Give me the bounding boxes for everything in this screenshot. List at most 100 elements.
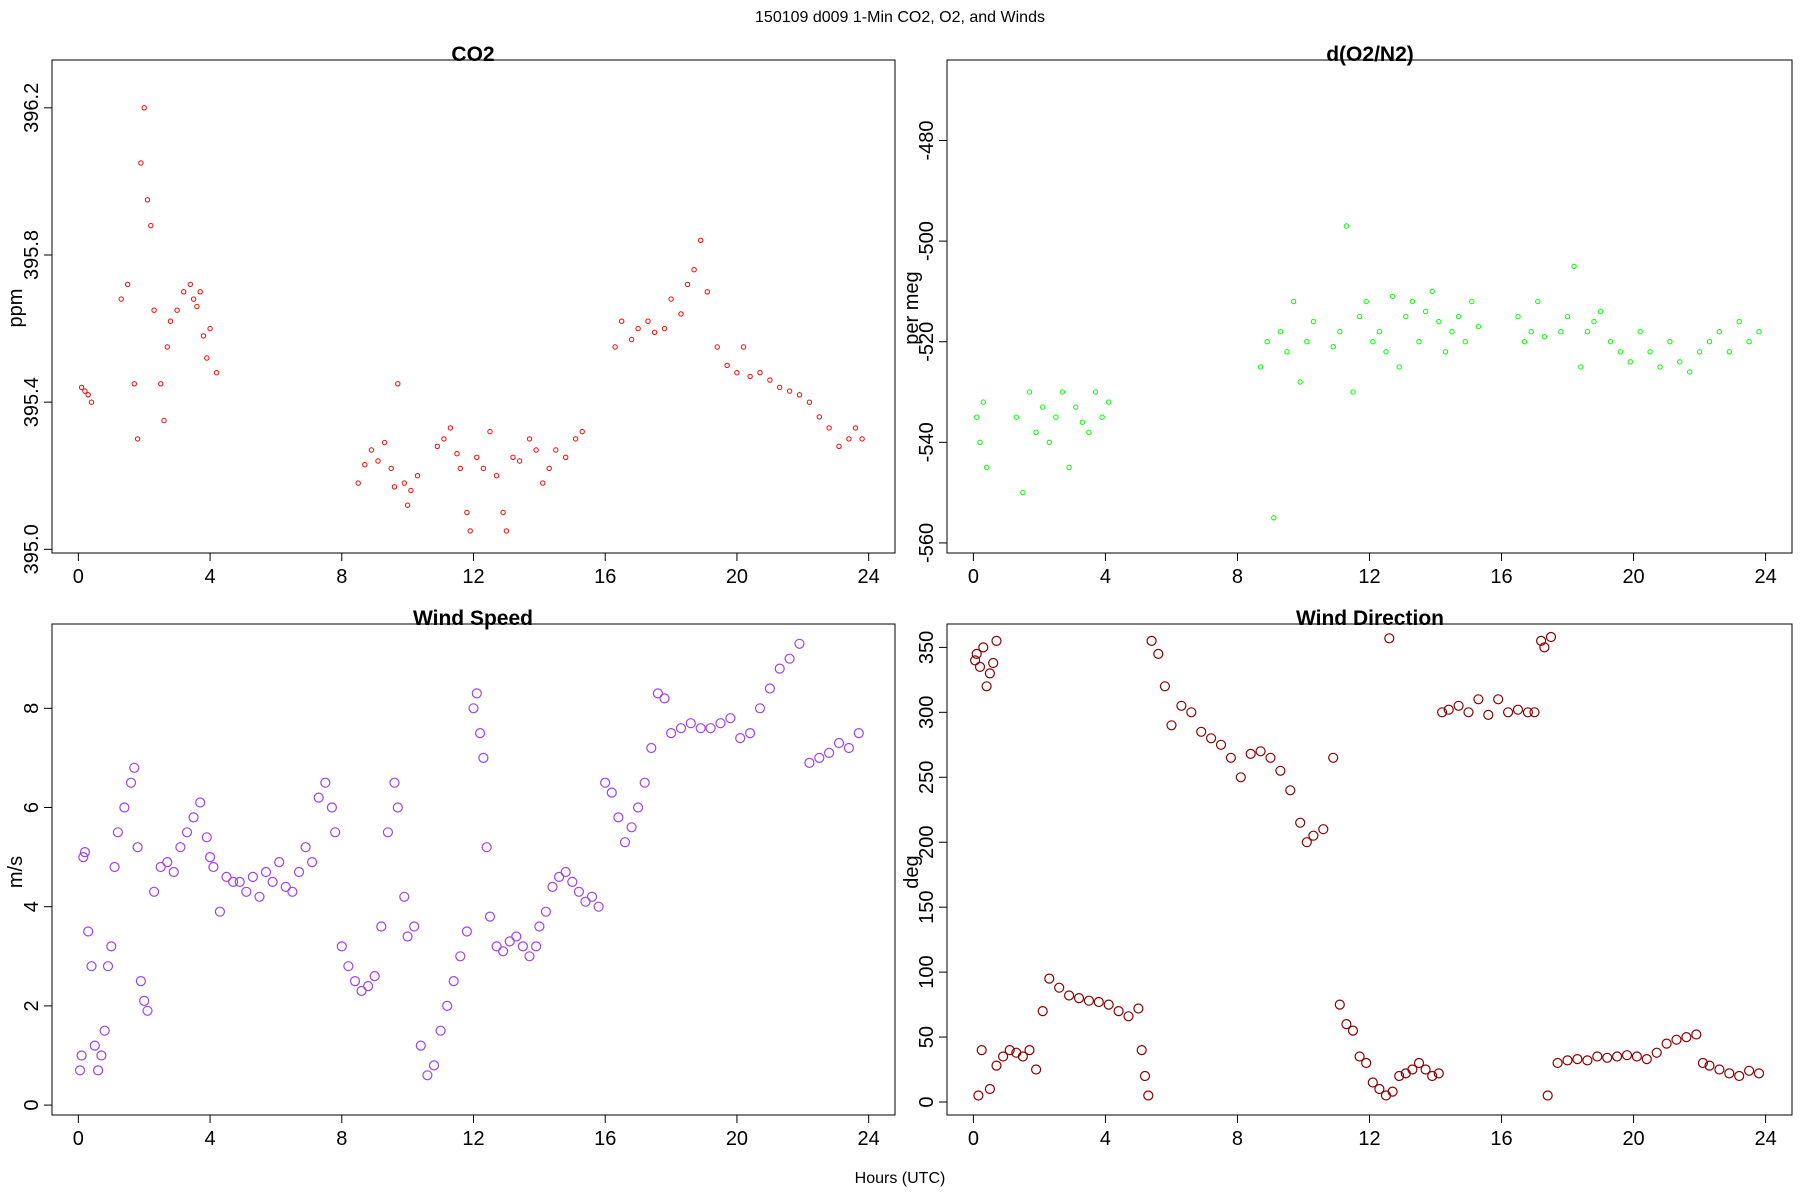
data-point-wind-speed — [162, 856, 173, 868]
y-tick-label-co2: 395.4 — [21, 377, 43, 427]
data-point-co2 — [546, 465, 552, 472]
data-point-o2n2 — [1449, 329, 1455, 335]
data-point-wind-direction — [1552, 1057, 1563, 1069]
x-tick-label-wind-speed: 0 — [73, 1128, 84, 1150]
data-point-wind-speed — [774, 663, 785, 674]
data-point-o2n2 — [1350, 389, 1356, 395]
data-point-wind-direction — [1361, 1057, 1372, 1069]
data-point-o2n2 — [1455, 313, 1462, 320]
data-point-wind-speed — [149, 886, 160, 897]
data-point-wind-speed — [600, 777, 611, 788]
panel-title-co2: CO2 — [451, 43, 494, 66]
data-point-co2 — [213, 370, 220, 376]
data-point-wind-direction — [1159, 681, 1171, 692]
x-tick-label-co2: 0 — [73, 566, 84, 588]
data-point-wind-direction — [1387, 1086, 1398, 1097]
data-point-wind-speed — [665, 727, 677, 739]
y-tick-label-co2: 395.8 — [21, 230, 43, 280]
data-point-wind-direction — [1186, 707, 1197, 718]
ylabel-co2: ppm — [5, 289, 27, 328]
data-point-co2 — [187, 281, 194, 288]
data-point-wind-direction — [1139, 1070, 1151, 1082]
data-point-wind-speed — [442, 1000, 453, 1012]
y-tick-label-wind-direction: 300 — [916, 696, 938, 729]
data-point-wind-direction — [1374, 1083, 1385, 1095]
x-tick-label-o2n2: 12 — [1358, 566, 1380, 588]
data-point-wind-speed — [553, 871, 565, 883]
data-point-wind-direction — [1433, 1068, 1444, 1079]
x-tick-label-wind-speed: 4 — [205, 1128, 216, 1150]
data-point-o2n2 — [1442, 349, 1449, 355]
data-point-wind-direction — [1413, 1057, 1425, 1069]
data-point-co2 — [698, 237, 704, 244]
data-point-wind-speed — [376, 921, 387, 932]
data-point-co2 — [181, 289, 187, 295]
data-point-o2n2 — [1271, 515, 1277, 521]
data-point-o2n2 — [1736, 318, 1742, 325]
panel-wind-direction: Wind Direction deg 0 4 8 12 16 20 24 0 50 100 150 2… — [901, 607, 1793, 1150]
data-point-wind-speed — [814, 752, 825, 764]
data-point-o2n2 — [1066, 464, 1072, 471]
data-point-co2 — [134, 436, 141, 442]
data-point-wind-speed — [626, 822, 637, 833]
data-point-o2n2 — [1541, 334, 1548, 340]
data-point-co2 — [464, 509, 470, 516]
data-point-o2n2 — [1422, 308, 1429, 315]
data-point-wind-speed — [92, 1065, 104, 1076]
data-point-co2 — [404, 502, 411, 508]
x-tick-label-co2: 4 — [205, 566, 216, 588]
data-point-co2 — [836, 443, 842, 449]
data-point-o2n2 — [1571, 263, 1577, 269]
data-point-wind-direction — [1024, 1044, 1035, 1056]
y-tick-label-wind-direction: 200 — [916, 826, 938, 859]
x-tick-label-wind-direction: 20 — [1622, 1128, 1644, 1150]
data-point-o2n2 — [1597, 308, 1604, 315]
y-tick-label-wind-speed: 4 — [21, 901, 43, 912]
data-point-co2 — [78, 384, 85, 391]
data-point-o2n2 — [1297, 379, 1303, 385]
data-point-co2 — [174, 307, 180, 313]
data-point-co2 — [151, 307, 157, 313]
data-point-o2n2 — [1578, 364, 1584, 370]
data-point-wind-speed — [330, 827, 341, 838]
y-tick-label-wind-direction: 0 — [916, 1096, 938, 1107]
data-point-co2 — [204, 355, 210, 361]
data-point-wind-direction — [1592, 1051, 1603, 1062]
data-point-o2n2 — [1106, 399, 1112, 405]
x-tick-label-wind-speed: 8 — [336, 1128, 347, 1150]
data-point-o2n2 — [1746, 339, 1752, 345]
data-point-co2 — [540, 480, 546, 486]
data-point-wind-speed — [168, 866, 179, 878]
data-point-wind-speed — [491, 941, 502, 952]
data-point-wind-direction — [1308, 830, 1319, 841]
data-point-wind-direction — [1113, 1005, 1124, 1017]
data-point-wind-speed — [517, 941, 529, 952]
data-point-o2n2 — [1696, 349, 1703, 355]
data-point-co2 — [85, 392, 91, 398]
y-tick-label-co2: 396.2 — [21, 83, 43, 133]
data-point-wind-direction — [1512, 704, 1524, 715]
data-point-co2 — [391, 484, 398, 490]
data-point-wind-direction — [1073, 992, 1085, 1004]
data-point-o2n2 — [1416, 339, 1422, 345]
data-point-wind-direction — [1146, 635, 1157, 647]
data-point-o2n2 — [1310, 318, 1317, 325]
data-point-wind-direction — [1083, 995, 1095, 1006]
data-point-wind-speed — [267, 876, 278, 888]
data-point-o2n2 — [1716, 329, 1723, 335]
data-point-wind-speed — [349, 975, 361, 987]
plot-frame-co2 — [51, 59, 896, 554]
data-point-wind-direction — [1394, 1070, 1405, 1082]
data-point-wind-direction — [1285, 785, 1296, 796]
data-point-o2n2 — [1756, 329, 1762, 335]
data-point-wind-direction — [1453, 700, 1464, 711]
data-point-co2 — [816, 414, 822, 420]
data-point-wind-direction — [1539, 642, 1550, 653]
data-point-wind-speed — [540, 906, 552, 917]
data-point-wind-direction — [1017, 1051, 1029, 1062]
data-point-co2 — [441, 436, 447, 442]
data-point-o2n2 — [1337, 329, 1343, 335]
x-tick-label-wind-speed: 16 — [594, 1128, 616, 1150]
data-point-co2 — [467, 528, 473, 534]
